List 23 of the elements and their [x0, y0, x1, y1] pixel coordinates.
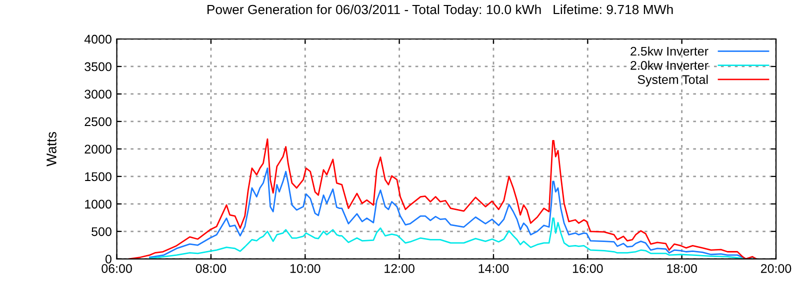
y-tick-label: 0: [105, 254, 112, 264]
y-tick-label: 2500: [84, 117, 112, 126]
y-tick-label: 4000: [84, 34, 112, 44]
x-tick-label: 14:00: [478, 264, 509, 273]
y-tick-label: 1500: [85, 172, 112, 182]
y-axis-title: Watts: [46, 132, 56, 166]
x-tick-label: 18:00: [667, 264, 697, 273]
x-tick-label: 12:00: [384, 264, 414, 273]
x-tick-label: 10:00: [290, 264, 320, 273]
y-tick-label: 3000: [84, 90, 112, 99]
x-tick-label: 20:00: [760, 264, 792, 273]
y-tick-label: 2000: [84, 144, 112, 154]
x-tick-label: 06:00: [102, 264, 132, 273]
x-tick-label: 16:00: [572, 264, 603, 273]
legend-label: 2.5kw Inverter: [630, 46, 708, 56]
chart-title: Power Generation for 06/03/2011 - Total Today: 10.0 kWh Lifetime: 9.718 MWh: [208, 4, 673, 17]
legend-label: 2.0kw Inverter: [630, 60, 708, 70]
legend-label: System Total: [638, 74, 708, 86]
x-tick-label: 08:00: [196, 264, 226, 273]
y-tick-label: 3500: [84, 62, 112, 72]
y-tick-label: 500: [92, 227, 112, 236]
line-series: [128, 138, 757, 259]
y-tick-label: 1000: [85, 200, 112, 209]
